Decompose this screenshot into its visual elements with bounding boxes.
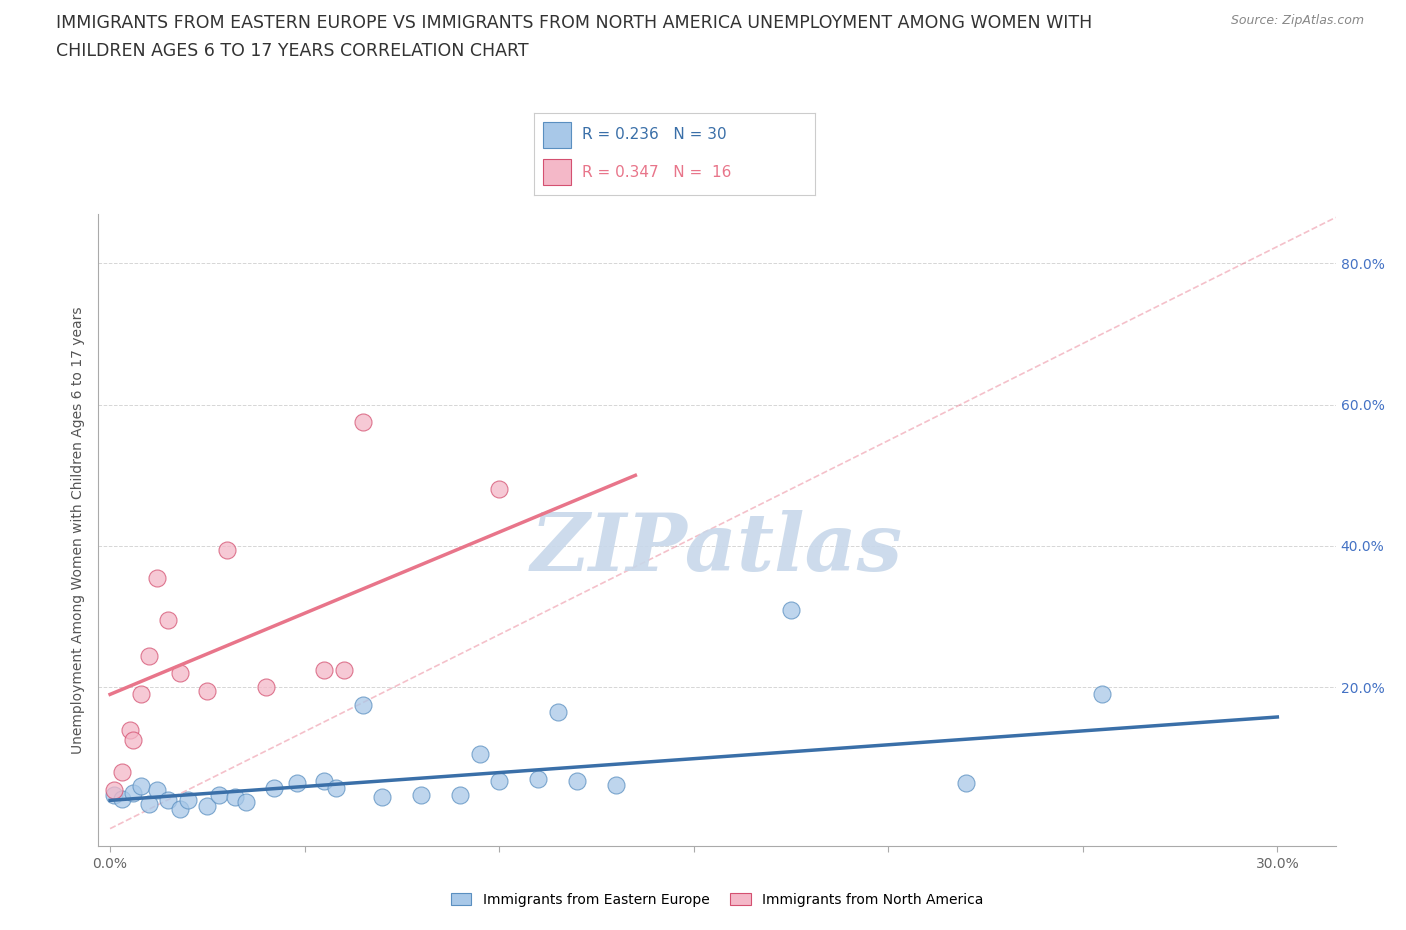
Point xyxy=(263,780,285,795)
Point xyxy=(138,796,160,811)
Point xyxy=(146,570,169,585)
Point xyxy=(314,773,336,788)
Point xyxy=(352,415,374,430)
Point xyxy=(325,780,347,795)
Point xyxy=(449,788,471,803)
Point xyxy=(780,602,803,617)
Point xyxy=(157,793,180,808)
Point xyxy=(1091,687,1114,702)
Point xyxy=(955,776,977,790)
Point xyxy=(138,648,160,663)
FancyBboxPatch shape xyxy=(543,159,571,185)
Point xyxy=(352,698,374,712)
Point xyxy=(177,793,200,808)
Point xyxy=(215,542,238,557)
Point xyxy=(129,778,152,793)
Point xyxy=(547,705,569,720)
Point xyxy=(146,782,169,797)
Text: ZIPatlas: ZIPatlas xyxy=(531,511,903,588)
Point xyxy=(565,773,588,788)
FancyBboxPatch shape xyxy=(543,122,571,148)
Point xyxy=(122,786,145,801)
Point xyxy=(332,662,354,677)
Point xyxy=(129,687,152,702)
Point xyxy=(285,776,308,790)
Point xyxy=(111,791,134,806)
Point xyxy=(103,788,125,803)
Text: IMMIGRANTS FROM EASTERN EUROPE VS IMMIGRANTS FROM NORTH AMERICA UNEMPLOYMENT AMO: IMMIGRANTS FROM EASTERN EUROPE VS IMMIGR… xyxy=(56,14,1092,32)
Point xyxy=(411,788,433,803)
Point xyxy=(118,723,141,737)
Point xyxy=(605,777,627,792)
Point xyxy=(488,773,510,788)
Point xyxy=(468,747,491,762)
Point xyxy=(224,790,246,804)
Point xyxy=(169,666,191,681)
Point xyxy=(103,782,125,797)
Text: R = 0.236   N = 30: R = 0.236 N = 30 xyxy=(582,127,727,142)
Point xyxy=(254,680,277,695)
Point xyxy=(314,662,336,677)
Point xyxy=(122,733,145,748)
Point xyxy=(527,772,550,787)
Text: CHILDREN AGES 6 TO 17 YEARS CORRELATION CHART: CHILDREN AGES 6 TO 17 YEARS CORRELATION … xyxy=(56,42,529,60)
Text: Source: ZipAtlas.com: Source: ZipAtlas.com xyxy=(1230,14,1364,27)
Y-axis label: Unemployment Among Women with Children Ages 6 to 17 years: Unemployment Among Women with Children A… xyxy=(72,306,86,754)
Point xyxy=(111,764,134,779)
Point xyxy=(488,482,510,497)
Point xyxy=(208,788,231,803)
Point xyxy=(371,790,394,804)
Point xyxy=(157,613,180,628)
Point xyxy=(195,684,218,698)
Point xyxy=(195,799,218,814)
Text: R = 0.347   N =  16: R = 0.347 N = 16 xyxy=(582,165,731,179)
Point xyxy=(169,802,191,817)
Point xyxy=(235,794,257,809)
Legend: Immigrants from Eastern Europe, Immigrants from North America: Immigrants from Eastern Europe, Immigran… xyxy=(446,887,988,912)
